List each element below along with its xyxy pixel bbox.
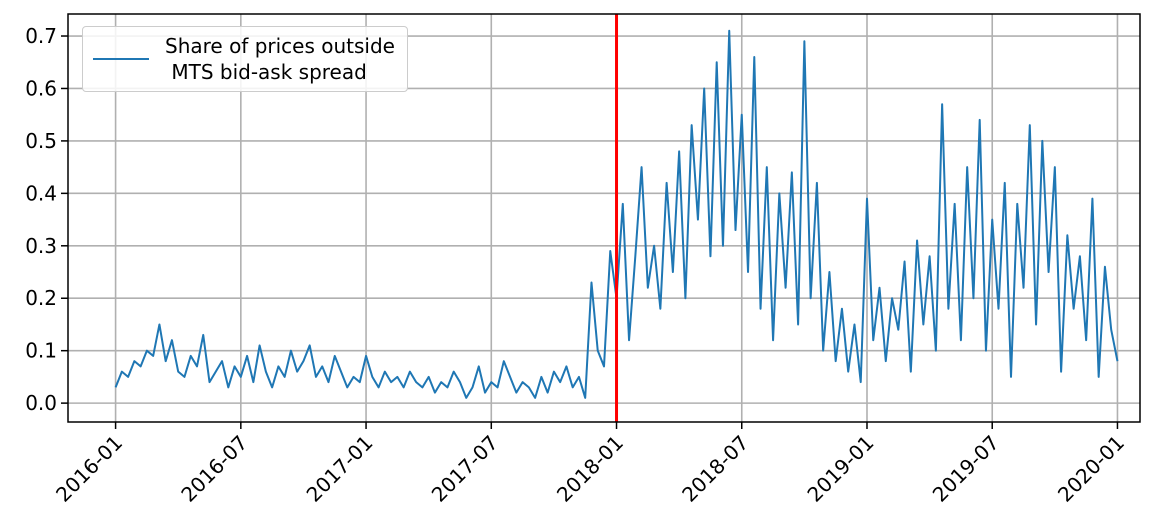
y-tick-label: 0.3 [25, 234, 57, 258]
legend-label: Share of prices outside MTS bid-ask spre… [165, 34, 395, 84]
x-tick-label: 2018-01 [552, 431, 628, 507]
y-tick-label: 0.5 [25, 129, 57, 153]
x-tick-label: 2019-01 [802, 431, 878, 507]
y-tick-label: 0.4 [25, 181, 57, 205]
x-tick-label: 2017-07 [427, 431, 503, 507]
x-tick-label: 2020-01 [1053, 431, 1129, 507]
x-tick-label: 2016-07 [176, 431, 252, 507]
x-tick-label: 2016-01 [51, 431, 127, 507]
y-tick-label: 0.0 [25, 391, 57, 415]
legend: Share of prices outside MTS bid-ask spre… [82, 26, 408, 92]
plot-frame [67, 13, 1141, 423]
y-tick-label: 0.6 [25, 76, 57, 100]
legend-swatch [93, 58, 149, 60]
y-tick-label: 0.7 [25, 24, 57, 48]
x-tick-label: 2017-01 [302, 431, 378, 507]
x-tick-label: 2018-07 [677, 431, 753, 507]
x-tick-label: 2019-07 [928, 431, 1004, 507]
y-tick-label: 0.2 [25, 286, 57, 310]
y-tick-label: 0.1 [25, 339, 57, 363]
